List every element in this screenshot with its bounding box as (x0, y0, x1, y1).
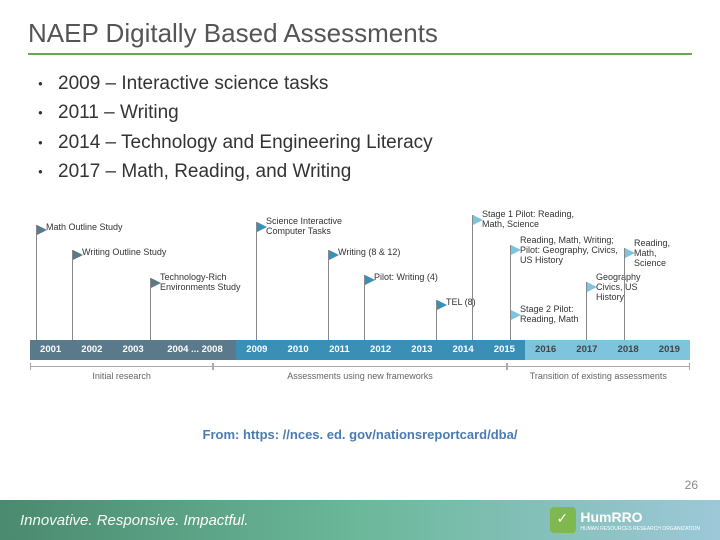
year-cell: 2019 (649, 340, 690, 360)
bullet-list: 2009 – Interactive science tasks 2011 – … (38, 69, 692, 187)
flag-label: Stage 2 Pilot:Reading, Math (520, 304, 579, 325)
title-underline (28, 53, 692, 55)
tagline-word: Impactful. (183, 512, 248, 529)
logo-subtitle: HUMAN RESOURCES RESEARCH ORGANIZATION (580, 527, 700, 532)
year-cell: 2002 (71, 340, 112, 360)
year-cell: 2017 (566, 340, 607, 360)
timeline-flags: Math Outline Study Writing Outline Study T… (30, 205, 690, 340)
flag-pole (72, 250, 73, 340)
flag-label: Technology-RichEnvironments Study (160, 272, 241, 293)
year-cell: 2009 (236, 340, 277, 360)
year-bar: 2001200220032004 ... 2008200920102011201… (30, 340, 690, 360)
logo-text-wrap: HumRRO HUMAN RESOURCES RESEARCH ORGANIZA… (580, 509, 700, 532)
tagline-word: Responsive. (97, 512, 180, 529)
flag-pole (328, 250, 329, 340)
bullet-item: 2011 – Writing (38, 98, 692, 127)
year-cell: 2001 (30, 340, 71, 360)
footer-bar: Innovative. Responsive. Impactful. HumRR… (0, 500, 720, 540)
bullet-item: 2017 – Math, Reading, and Writing (38, 157, 692, 186)
slide-title: NAEP Digitally Based Assessments (28, 18, 692, 49)
flag-pole (256, 222, 257, 340)
page-number: 26 (685, 478, 698, 492)
bullet-item: 2009 – Interactive science tasks (38, 69, 692, 98)
footer-tagline: Innovative. Responsive. Impactful. (20, 512, 248, 529)
year-cell: 2018 (608, 340, 649, 360)
timeline: Math Outline Study Writing Outline Study T… (30, 205, 690, 415)
flag-label: Writing Outline Study (82, 247, 166, 257)
flag-pole (624, 248, 625, 340)
year-cell: 2011 (319, 340, 360, 360)
source-citation: From: https: //nces. ed. gov/nationsrepo… (28, 427, 692, 442)
flag-label: Math Outline Study (46, 222, 123, 232)
flag-label: Science InteractiveComputer Tasks (266, 216, 342, 237)
tagline-word: Innovative. (20, 512, 93, 529)
flag-pole (36, 225, 37, 340)
footer-logo: HumRRO HUMAN RESOURCES RESEARCH ORGANIZA… (550, 507, 700, 533)
year-cell: 2013 (401, 340, 442, 360)
flag-label: Writing (8 & 12) (338, 247, 400, 257)
bullet-item: 2014 – Technology and Engineering Litera… (38, 128, 692, 157)
logo-text: HumRRO (580, 509, 642, 525)
flag-label: Stage 1 Pilot: Reading,Math, Science (482, 209, 574, 230)
year-cell: 2010 (278, 340, 319, 360)
logo-icon (550, 507, 576, 533)
flag-label: Reading,Math,Science (634, 238, 670, 269)
year-cell: 2016 (525, 340, 566, 360)
era-labels: Initial researchAssessments using new fr… (30, 366, 690, 381)
flag-pole (472, 215, 473, 340)
year-cell: 2015 (484, 340, 525, 360)
era-label: Transition of existing assessments (507, 366, 690, 381)
year-cell: 2014 (443, 340, 484, 360)
slide: NAEP Digitally Based Assessments 2009 – … (0, 0, 720, 540)
year-cell: 2003 (113, 340, 154, 360)
year-cell: 2004 ... 2008 (154, 340, 237, 360)
era-label: Initial research (30, 366, 213, 381)
flag-label: GeographyCivics, USHistory (596, 272, 641, 303)
flag-label: Reading, Math, Writing;Pilot: Geography,… (520, 235, 618, 266)
year-cell: 2012 (360, 340, 401, 360)
era-label: Assessments using new frameworks (213, 366, 506, 381)
flag-label: Pilot: Writing (4) (374, 272, 438, 282)
